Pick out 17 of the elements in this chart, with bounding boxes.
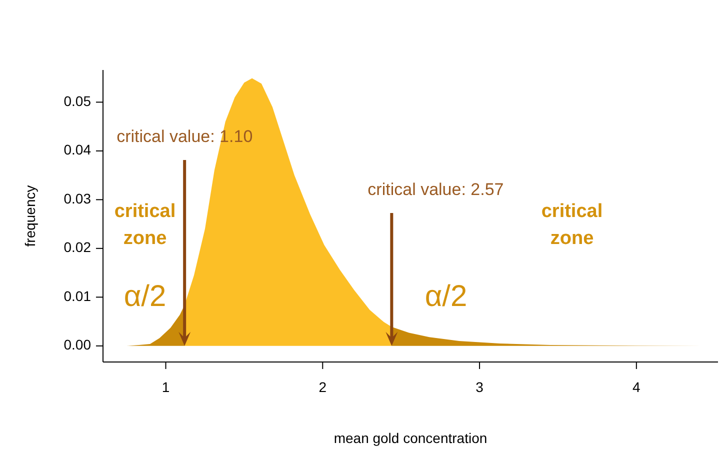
x-tick-label: 3 <box>476 379 484 395</box>
y-tick-label: 0.04 <box>64 142 92 158</box>
y-tick-label: 0.00 <box>64 336 92 353</box>
y-tick-label: 0.05 <box>64 92 92 109</box>
x-tick-label: 2 <box>318 379 327 395</box>
y-axis-title: frequency <box>22 185 38 247</box>
x-tick-label: 4 <box>632 379 641 395</box>
y-tick-label: 0.01 <box>64 288 92 304</box>
annotation: critical zone <box>114 201 176 249</box>
annotation: α/2 <box>424 280 468 313</box>
annotation: α/2 <box>124 280 166 313</box>
x-tick-label: 1 <box>162 379 170 395</box>
annotation: critical value: 2.57 <box>368 180 504 199</box>
x-axis-title: mean gold concentration <box>334 430 488 446</box>
y-tick-label: 0.02 <box>64 239 92 256</box>
y-tick-label: 0.03 <box>64 190 92 206</box>
annotation: critical zone <box>541 201 603 249</box>
